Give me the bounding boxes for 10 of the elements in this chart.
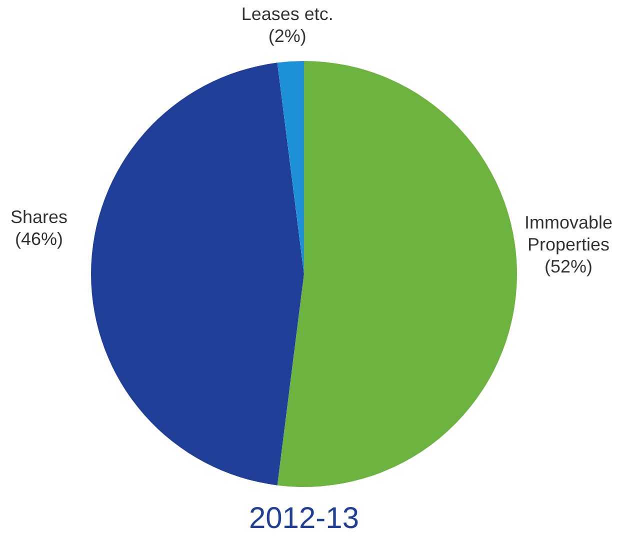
pie-slice [277, 61, 517, 487]
pie-slice [277, 61, 304, 274]
slice-label: Leases etc. [241, 4, 334, 24]
data-label: (2%) [268, 26, 306, 46]
text: 2012-13 [248, 502, 360, 535]
slice-label: Immovable Properties [524, 212, 612, 254]
data-label: (52%) [544, 256, 592, 276]
data-label: (46%) [14, 229, 64, 249]
slice-label: Shares [10, 207, 68, 227]
pie-slice [91, 62, 304, 486]
